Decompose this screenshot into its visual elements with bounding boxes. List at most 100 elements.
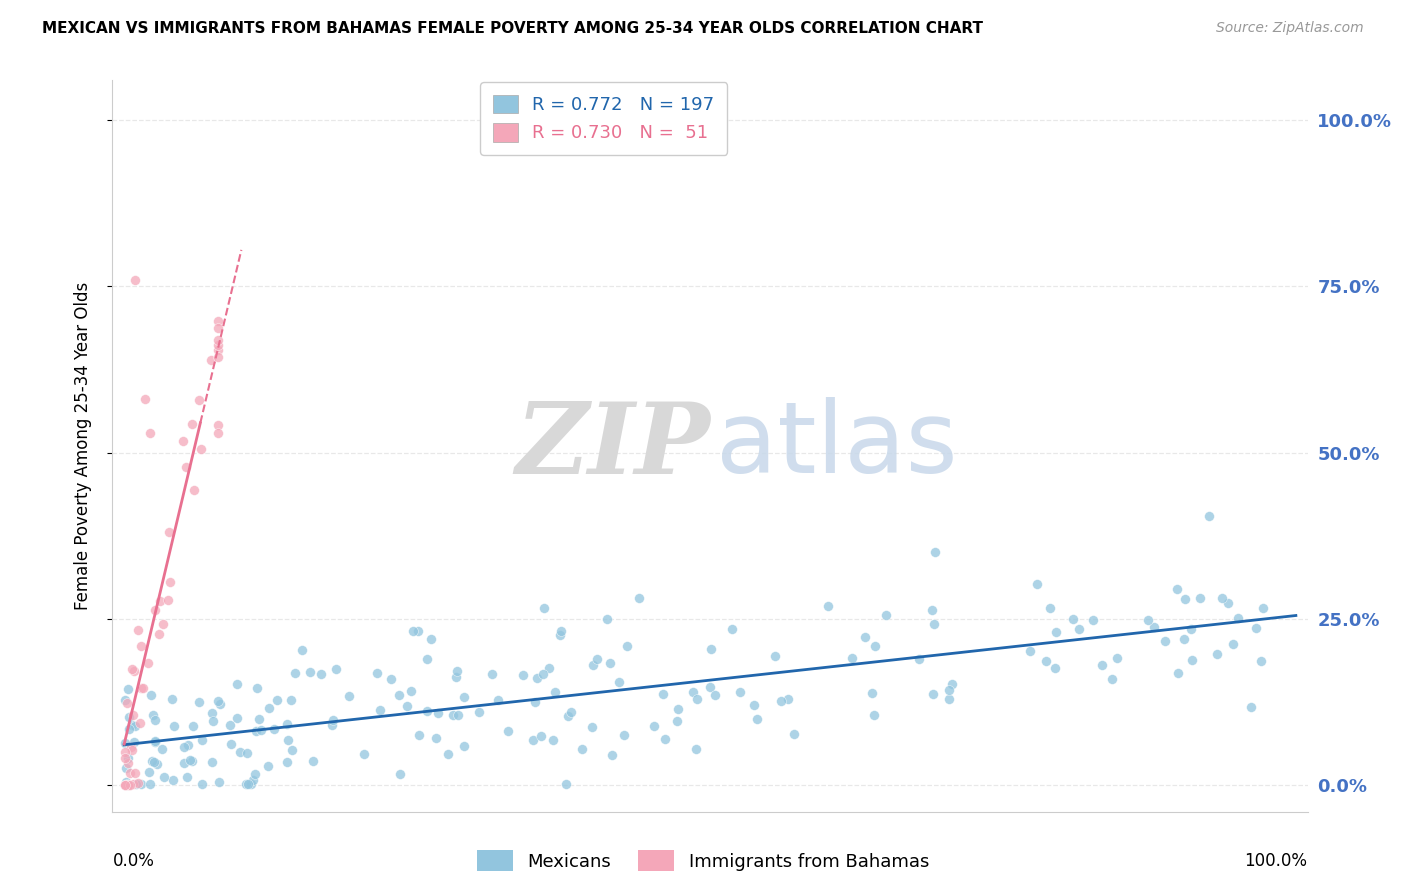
Point (245, 724, 267, 739)
Point (416, 704, 439, 718)
Point (229, 745, 252, 759)
Point (628, 591, 651, 606)
Point (396, 699, 419, 714)
Point (643, 719, 665, 733)
Point (863, 707, 886, 722)
Text: 0.0%: 0.0% (112, 852, 155, 870)
Point (242, 773, 264, 788)
Point (498, 724, 520, 739)
Point (117, 756, 139, 771)
Point (118, 778, 141, 792)
Point (191, 733, 214, 747)
Point (172, 434, 194, 448)
Point (122, 735, 145, 749)
Point (141, 688, 163, 702)
Point (1211, 591, 1233, 605)
Point (938, 692, 960, 706)
Point (142, 755, 165, 769)
Point (117, 778, 139, 792)
Point (686, 692, 709, 706)
Point (531, 666, 554, 681)
Point (446, 664, 468, 678)
Point (114, 778, 136, 792)
Point (146, 757, 169, 772)
Point (183, 483, 205, 497)
Point (127, 776, 149, 790)
Point (366, 666, 388, 681)
Point (263, 722, 285, 736)
Point (600, 748, 623, 763)
Point (142, 708, 165, 723)
Point (129, 640, 152, 654)
Point (181, 754, 204, 768)
Point (124, 719, 146, 733)
Point (666, 701, 689, 715)
Point (1167, 666, 1189, 681)
Point (148, 627, 170, 641)
Point (437, 747, 460, 761)
Point (118, 710, 141, 724)
Point (325, 662, 347, 676)
Point (582, 658, 605, 673)
Point (236, 746, 259, 760)
Text: MEXICAN VS IMMIGRANTS FROM BAHAMAS FEMALE POVERTY AMONG 25-34 YEAR OLDS CORRELAT: MEXICAN VS IMMIGRANTS FROM BAHAMAS FEMAL… (42, 21, 983, 37)
Point (136, 656, 159, 670)
Point (841, 651, 863, 665)
Point (922, 686, 945, 700)
Point (149, 594, 172, 608)
Point (284, 665, 307, 680)
Point (921, 603, 943, 617)
Point (700, 641, 723, 656)
Point (408, 728, 430, 742)
Point (862, 686, 884, 700)
Point (247, 713, 270, 727)
Point (236, 777, 259, 791)
Point (174, 460, 197, 475)
Point (134, 392, 156, 407)
Point (145, 734, 167, 748)
Point (863, 639, 886, 653)
Point (817, 599, 839, 614)
Point (127, 623, 149, 637)
Point (853, 630, 876, 644)
Point (188, 695, 211, 709)
Point (1035, 654, 1057, 668)
Point (114, 751, 136, 765)
Point (654, 732, 676, 747)
Point (555, 777, 578, 791)
Point (141, 754, 163, 768)
Point (122, 664, 145, 678)
Point (124, 766, 146, 780)
Point (207, 774, 229, 789)
Point (114, 778, 136, 792)
Point (143, 713, 166, 727)
Point (571, 742, 593, 756)
Point (207, 321, 229, 335)
Point (721, 622, 744, 636)
Point (526, 671, 548, 685)
Point (322, 713, 344, 727)
Point (486, 692, 509, 706)
Point (1136, 613, 1159, 627)
Point (207, 418, 229, 433)
Point (388, 688, 411, 702)
Point (180, 417, 202, 431)
Point (1198, 509, 1220, 524)
Point (744, 698, 766, 713)
Point (177, 738, 200, 752)
Point (703, 688, 725, 702)
Point (599, 656, 621, 670)
Point (114, 745, 136, 759)
Point (143, 735, 166, 749)
Point (406, 624, 429, 638)
Point (207, 333, 229, 347)
Point (1154, 634, 1177, 648)
Point (200, 756, 222, 770)
Point (447, 707, 470, 722)
Point (302, 754, 325, 768)
Point (685, 742, 707, 756)
Point (156, 592, 179, 607)
Point (139, 777, 162, 791)
Point (114, 778, 136, 792)
Point (1181, 652, 1204, 666)
